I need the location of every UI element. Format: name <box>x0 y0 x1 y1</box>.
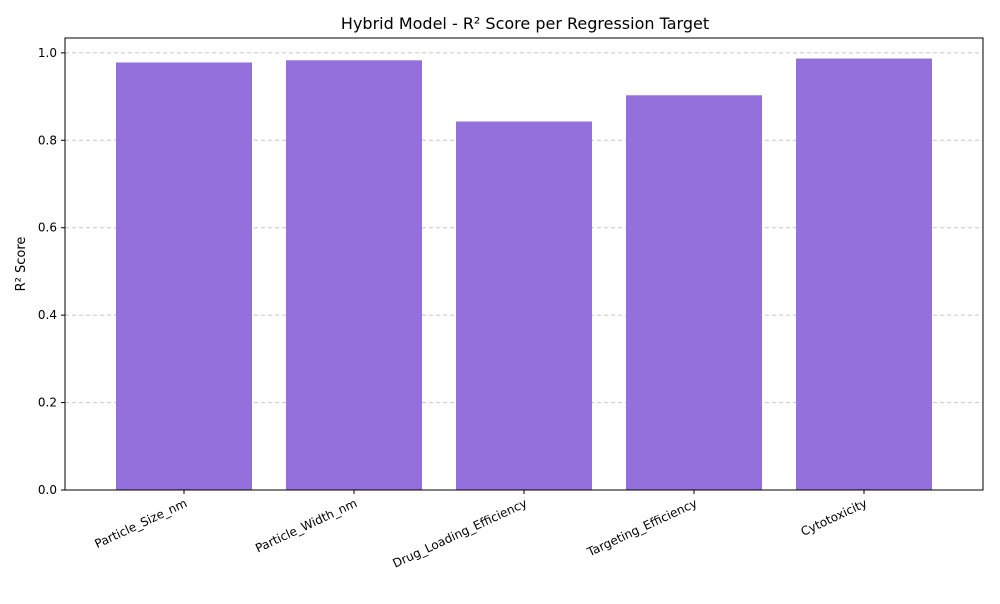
y-tick-label: 0.2 <box>38 396 57 410</box>
bar-particle-width-nm <box>286 60 422 490</box>
y-axis-title: R² Score <box>14 237 29 292</box>
y-tick-label: 0.0 <box>38 483 57 497</box>
bar-targeting-efficiency <box>626 95 762 491</box>
bars <box>116 58 932 491</box>
y-tick-label: 1.0 <box>38 46 57 60</box>
x-tick-label: Particle_Size_nm <box>92 496 189 551</box>
y-ticks: 0.0 0.2 0.4 0.6 0.8 1.0 <box>38 46 65 497</box>
x-tick-label: Particle_Width_nm <box>253 496 359 555</box>
bar-particle-size-nm <box>116 62 252 491</box>
x-tick-label: Drug_Loading_Efficiency <box>391 496 530 571</box>
x-tick-label: Targeting_Efficiency <box>584 496 699 560</box>
bar-drug-loading-efficiency <box>456 121 592 491</box>
bar-cytotoxicity <box>796 58 932 490</box>
chart-title: Hybrid Model - R² Score per Regression T… <box>341 14 709 33</box>
y-tick-label: 0.6 <box>38 221 57 235</box>
x-ticks: Particle_Size_nm Particle_Width_nm Drug_Lo… <box>92 490 869 571</box>
x-tick-label: Cytotoxicity <box>799 496 870 539</box>
y-tick-label: 0.8 <box>38 133 57 147</box>
y-tick-label: 0.4 <box>38 308 57 322</box>
